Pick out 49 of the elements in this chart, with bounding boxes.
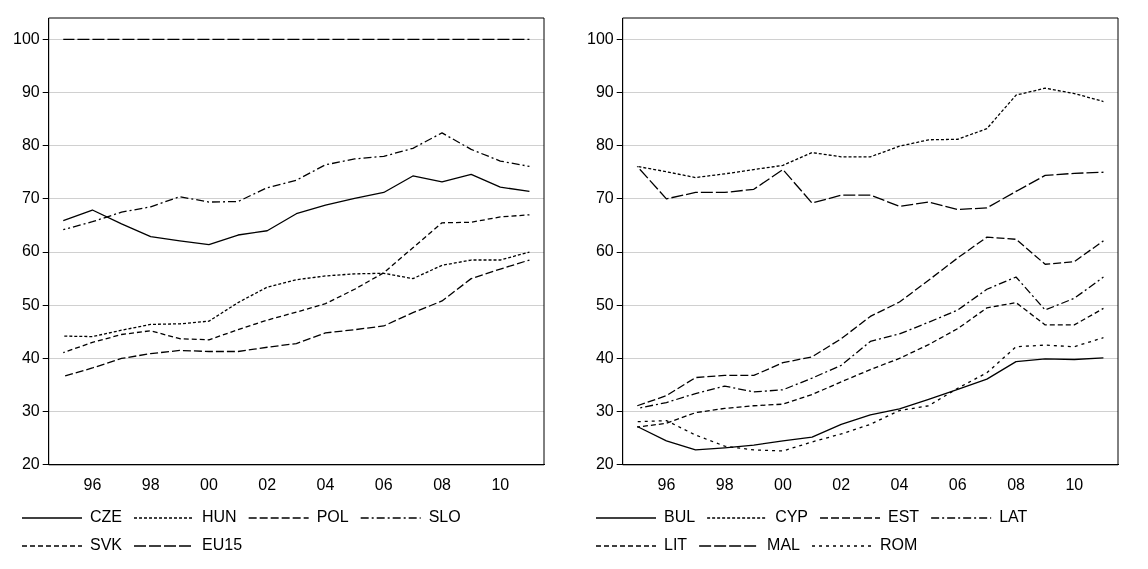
x-tick-label: 04 bbox=[316, 475, 335, 493]
x-tick-label: 96 bbox=[83, 475, 102, 493]
x-tick-label: 10 bbox=[491, 475, 510, 493]
x-tick-label: 02 bbox=[258, 475, 277, 493]
y-tick-label: 30 bbox=[595, 402, 614, 420]
legend-label: SLO bbox=[428, 508, 461, 526]
x-tick-label: 04 bbox=[890, 475, 909, 493]
legend-label: MAL bbox=[767, 536, 801, 554]
y-tick-label: 90 bbox=[21, 82, 40, 100]
legend-label: CYP bbox=[775, 508, 809, 526]
y-tick-label: 30 bbox=[21, 402, 40, 420]
x-tick-label: 00 bbox=[774, 475, 792, 493]
line-series bbox=[62, 214, 531, 354]
x-tick-label: 02 bbox=[832, 475, 851, 493]
x-tick-label: 08 bbox=[433, 475, 452, 493]
x-tick-label: 06 bbox=[948, 475, 967, 493]
legend-label: EST bbox=[888, 508, 920, 526]
y-tick-label: 60 bbox=[21, 242, 40, 260]
y-tick-label: 70 bbox=[21, 189, 40, 207]
y-tick-label: 50 bbox=[21, 295, 40, 313]
x-tick-label: 98 bbox=[715, 475, 734, 493]
x-tick-label: 10 bbox=[1065, 475, 1084, 493]
y-tick-label: 50 bbox=[595, 295, 614, 313]
y-tick-label: 20 bbox=[595, 455, 614, 473]
y-tick-label: 100 bbox=[586, 29, 614, 47]
legend-label: EU15 bbox=[202, 536, 243, 554]
y-tick-label: 40 bbox=[21, 348, 40, 366]
y-tick-label: 100 bbox=[12, 29, 40, 47]
y-tick-label: 70 bbox=[595, 189, 614, 207]
y-tick-label: 20 bbox=[21, 455, 40, 473]
legend-label: SVK bbox=[90, 536, 123, 554]
legend-label: CZE bbox=[90, 508, 122, 526]
legend-label: HUN bbox=[202, 508, 237, 526]
line-series bbox=[62, 259, 531, 378]
y-tick-label: 80 bbox=[595, 136, 614, 154]
x-tick-label: 00 bbox=[200, 475, 218, 493]
legend-label: LIT bbox=[664, 536, 688, 554]
y-tick-label: 40 bbox=[595, 348, 614, 366]
y-tick-label: 80 bbox=[21, 136, 40, 154]
legend-label: POL bbox=[316, 508, 349, 526]
legend-label: BUL bbox=[664, 508, 696, 526]
x-tick-label: 08 bbox=[1007, 475, 1026, 493]
x-tick-label: 98 bbox=[141, 475, 160, 493]
y-tick-label: 60 bbox=[595, 242, 614, 260]
legend-label: LAT bbox=[999, 508, 1028, 526]
x-tick-label: 06 bbox=[374, 475, 393, 493]
x-tick-label: 96 bbox=[657, 475, 676, 493]
y-tick-label: 90 bbox=[595, 82, 614, 100]
legend-label: ROM bbox=[880, 536, 918, 554]
